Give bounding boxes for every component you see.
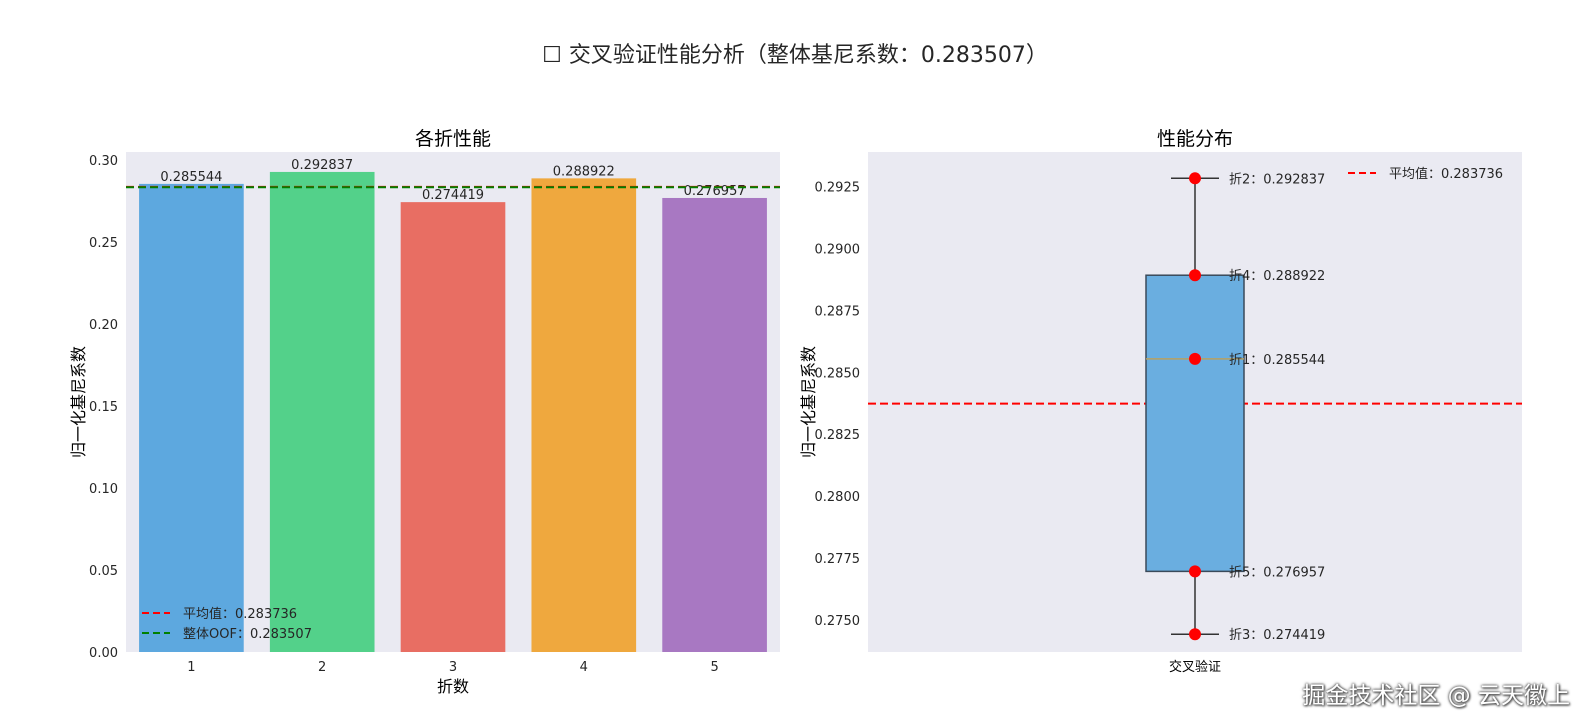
bar-chart-legend: 平均值：0.283736 整体OOF：0.283507 xyxy=(142,606,312,642)
data-point xyxy=(1189,628,1201,641)
point-label: 折3：0.274419 xyxy=(1229,628,1325,643)
box-chart-category-label: 交叉验证 xyxy=(1169,659,1221,675)
watermark: 掘金技术社区 @ 云天徽上 xyxy=(1302,683,1570,709)
bar-chart-x-tick-label: 4 xyxy=(580,660,588,675)
box-chart-y-tick-label: 0.2750 xyxy=(815,614,861,629)
data-point xyxy=(1189,269,1201,282)
bar-chart-y-tick-label: 0.20 xyxy=(89,318,118,333)
box-plot xyxy=(1145,177,1245,635)
bar-chart-x-tick-label: 1 xyxy=(187,660,195,675)
bar-chart-y-tick-label: 0.25 xyxy=(89,236,118,251)
bar xyxy=(139,183,244,652)
legend-label: 平均值：0.283736 xyxy=(183,606,297,622)
box xyxy=(1145,274,1245,573)
bar-chart-y-tick-label: 0.15 xyxy=(89,400,118,415)
bar-chart-y-tick-label: 0.05 xyxy=(89,564,118,579)
box-chart-legend: 平均值：0.283736 xyxy=(1348,166,1503,182)
point-label: 折4：0.288922 xyxy=(1229,269,1325,284)
legend-label: 整体OOF：0.283507 xyxy=(183,627,312,642)
legend-label: 平均值：0.283736 xyxy=(1389,166,1503,182)
bar xyxy=(269,171,375,653)
bar-chart-y-ticks: 0.00 0.05 0.10 0.15 0.20 0.25 0.30 xyxy=(89,154,118,661)
point-label: 折2：0.292837 xyxy=(1229,172,1325,187)
bar-chart-y-tick-label: 0.00 xyxy=(89,646,118,661)
bar-chart-xlabel: 折数 xyxy=(437,677,469,696)
bar xyxy=(662,197,767,652)
figure-title: ☐ 交叉验证性能分析（整体基尼系数：0.283507） xyxy=(542,43,1048,68)
bar-chart-title: 各折性能 xyxy=(415,128,491,150)
bar xyxy=(400,202,506,652)
box-chart-ylabel: 归一化基尼系数 xyxy=(799,346,818,458)
bar-chart-x-tick-label: 5 xyxy=(710,660,718,675)
box-chart-y-ticks: 0.2750 0.2775 0.2800 0.2825 0.2850 0.2875 0.29… xyxy=(815,181,861,629)
point-label: 折1：0.285544 xyxy=(1229,353,1325,368)
box-chart-title: 性能分布 xyxy=(1157,128,1233,150)
box-chart-y-tick-label: 0.2925 xyxy=(815,181,861,196)
box-chart: 性能分布 归一化基尼系数 0.27500.27750.28000.28250.2… xyxy=(799,128,1522,675)
bar-chart-x-tick-label: 3 xyxy=(449,660,457,675)
bar-chart: 各折性能 折数 归一化基尼系数 0.00 0.05 0.10 0.15 0.20 0.25… xyxy=(69,128,780,696)
box-chart-y-tick-label: 0.2875 xyxy=(815,304,861,319)
bar-value-label: 0.274419 xyxy=(422,188,484,203)
bar-chart-x-tick-label: 2 xyxy=(318,660,326,675)
data-point xyxy=(1189,565,1201,578)
data-point xyxy=(1189,172,1201,185)
bar xyxy=(531,178,637,653)
bar-chart-x-ticks: 1 2 3 4 5 xyxy=(187,660,718,675)
box-chart-y-tick-label: 0.2775 xyxy=(815,552,861,567)
box-chart-y-tick-label: 0.2850 xyxy=(815,366,861,381)
point-label: 折5：0.276957 xyxy=(1229,565,1325,580)
bar-value-label: 0.285544 xyxy=(160,170,222,185)
bar-chart-ylabel: 归一化基尼系数 xyxy=(69,346,88,458)
data-point xyxy=(1189,352,1201,365)
bar-chart-bars xyxy=(139,171,767,653)
bar-value-label: 0.292837 xyxy=(291,158,353,173)
bar-chart-y-tick-label: 0.10 xyxy=(89,482,118,497)
box-chart-y-tick-label: 0.2900 xyxy=(815,243,861,258)
box-chart-y-tick-label: 0.2800 xyxy=(815,490,861,505)
box-chart-y-tick-label: 0.2825 xyxy=(815,428,861,443)
box-chart-points: 折1：0.285544 折2：0.292837 折3：0.274419 折4：0.28… xyxy=(1189,172,1325,643)
bar-chart-y-tick-label: 0.30 xyxy=(89,154,118,169)
bar-value-label: 0.288922 xyxy=(553,164,615,179)
